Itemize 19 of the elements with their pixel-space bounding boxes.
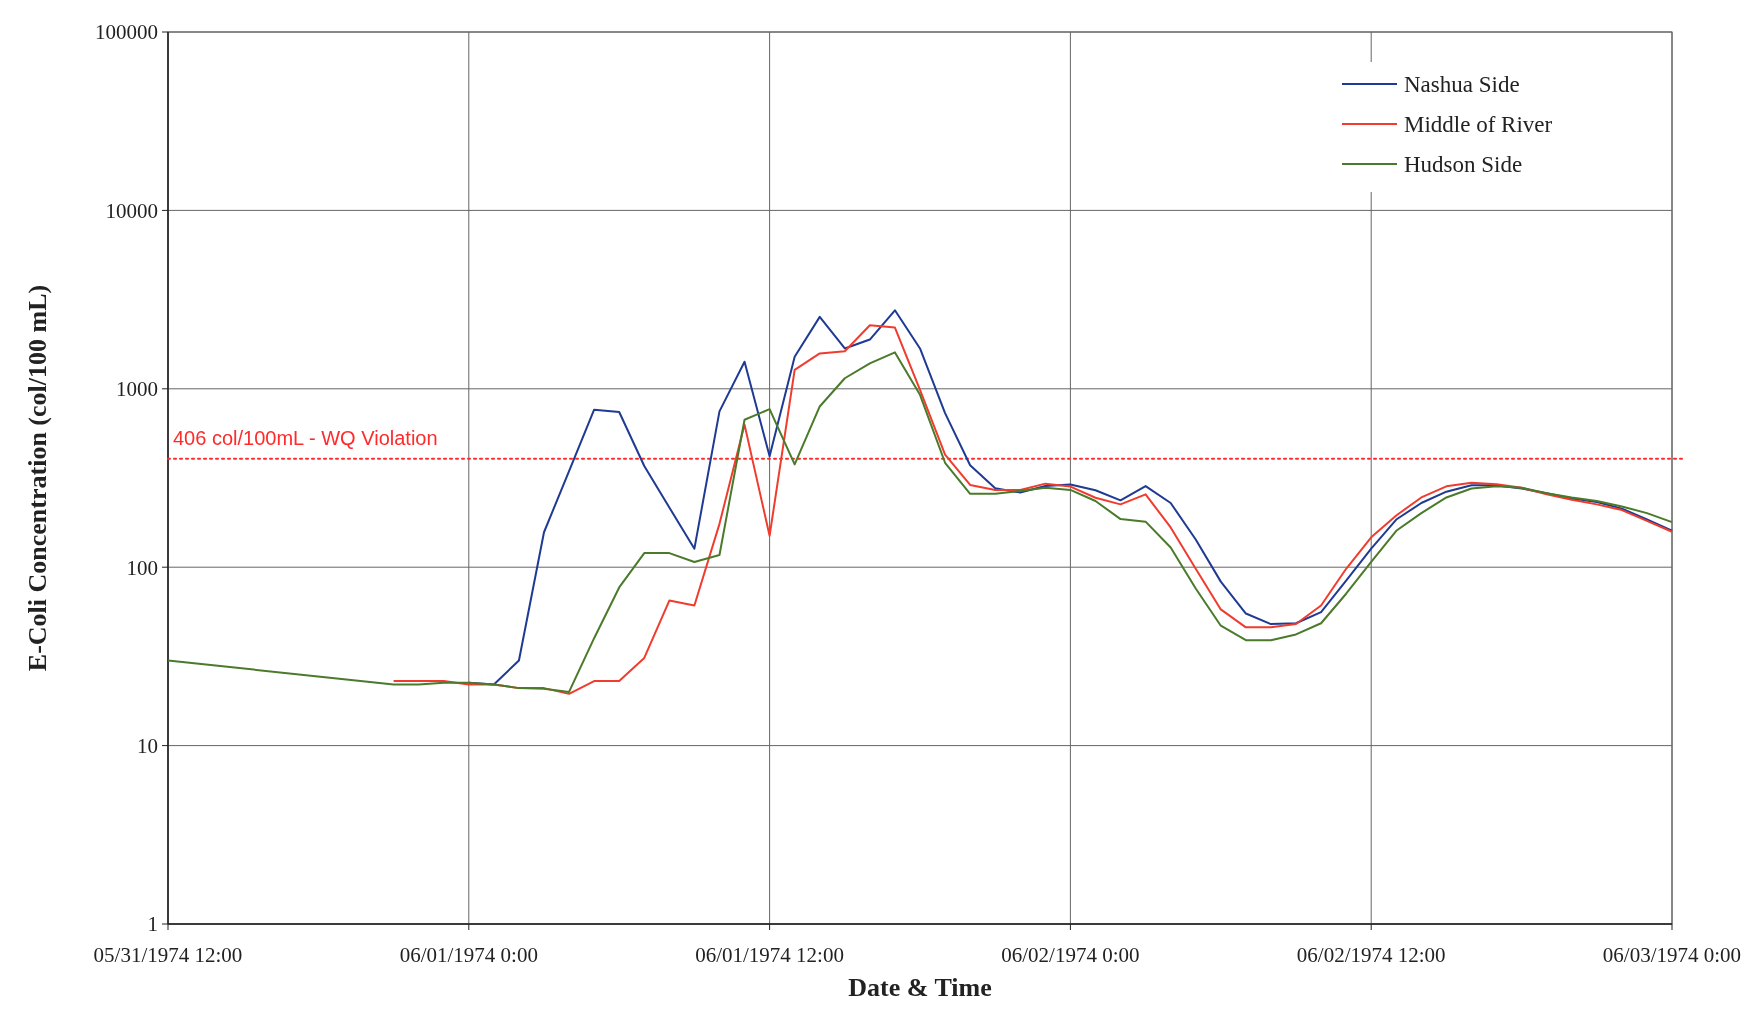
x-tick-label: 06/02/1974 0:00 — [1001, 943, 1140, 967]
y-tick-label: 1000 — [116, 377, 158, 402]
x-tick-label: 06/01/1974 12:00 — [695, 943, 844, 967]
line-series — [167, 351, 1673, 693]
y-tick-label: 10 — [137, 733, 158, 758]
x-axis-title: Date & Time — [848, 973, 992, 1002]
y-tick-label: 10000 — [105, 198, 158, 223]
legend-label: Middle of River — [1404, 112, 1553, 138]
y-tick-label: 100000 — [95, 20, 158, 45]
ref-line-label: 406 col/100mL - WQ Violation — [173, 426, 438, 449]
y-axis-title: E-Coli Concentration (col/100 mL) — [23, 284, 52, 672]
x-tick-label: 05/31/1974 12:00 — [93, 943, 243, 967]
x-tick-label: 06/02/1974 12:00 — [1296, 943, 1446, 967]
x-tick-label: 06/01/1974 0:00 — [399, 943, 538, 967]
y-tick-label: 100 — [126, 555, 158, 580]
x-tick-label: 06/03/1974 0:00 — [1602, 943, 1742, 967]
y-tick-label: 1 — [147, 912, 158, 937]
legend-label: Hudson Side — [1404, 152, 1523, 178]
legend-label: Nashua Side — [1404, 72, 1520, 98]
